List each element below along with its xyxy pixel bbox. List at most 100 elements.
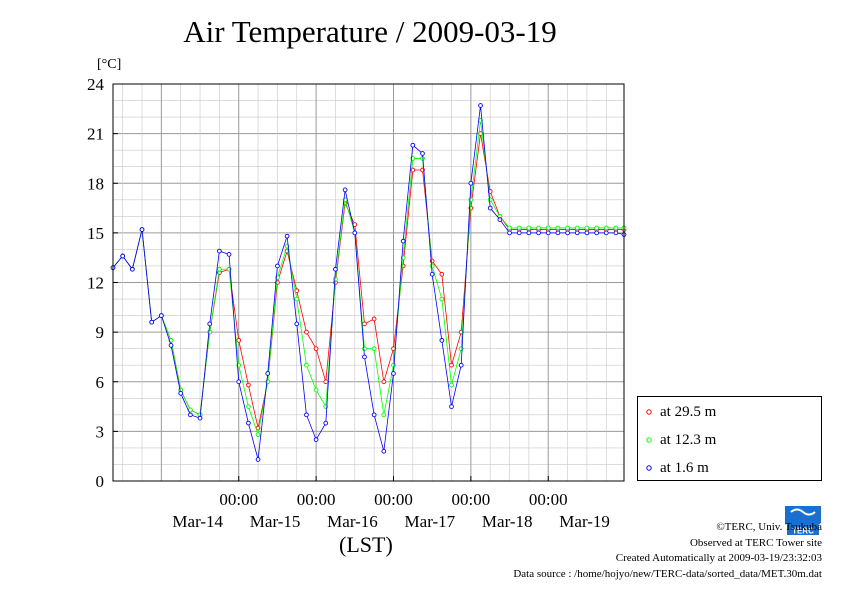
data-point <box>545 225 551 231</box>
data-point <box>526 230 532 236</box>
data-point <box>139 227 145 232</box>
data-point <box>439 271 445 277</box>
data-point <box>381 412 387 418</box>
x-tick-time-label: 00:00 <box>219 490 258 509</box>
data-point <box>613 225 619 231</box>
data-point <box>555 225 561 231</box>
data-point <box>246 404 251 409</box>
legend: at 29.5 m at 12.3 m at 1.6 m <box>637 396 822 481</box>
y-tick-label: 24 <box>87 75 105 94</box>
data-point <box>313 387 319 393</box>
data-point <box>391 371 396 376</box>
y-tick-label: 15 <box>87 224 104 243</box>
x-tick-date-label: Mar-16 <box>327 512 378 531</box>
data-point <box>603 230 609 236</box>
data-point <box>362 321 367 327</box>
data-point <box>516 225 522 231</box>
legend-label-12-3m: at 12.3 m <box>660 431 717 448</box>
footer-created: Created Automatically at 2009-03-19/23:3… <box>615 552 822 564</box>
y-tick-label: 0 <box>96 472 105 491</box>
footer: ©TERC, Univ. Tsukuba Observed at TERC To… <box>513 520 822 582</box>
x-tick-time-label: 00:00 <box>297 490 336 509</box>
data-point <box>420 151 425 156</box>
data-point <box>284 233 290 239</box>
data-point <box>265 371 271 376</box>
data-point <box>594 225 599 231</box>
data-point <box>429 271 435 277</box>
data-point <box>323 420 329 426</box>
data-point <box>236 338 242 343</box>
x-tick-date-label: Mar-15 <box>250 512 301 531</box>
data-point <box>371 346 377 352</box>
data-point <box>323 379 329 385</box>
y-tick-label: 12 <box>87 274 104 293</box>
data-point <box>129 266 135 272</box>
data-point <box>584 225 590 231</box>
data-point <box>188 412 193 418</box>
data-point <box>565 230 570 236</box>
x-tick-date-label: Mar-17 <box>405 512 456 531</box>
chart-title: Air Temperature / 2009-03-19 <box>183 14 557 49</box>
data-point <box>391 362 396 368</box>
data-point <box>352 230 358 236</box>
data-point <box>236 379 242 385</box>
data-point <box>545 230 551 236</box>
series-lines <box>110 103 627 462</box>
data-point <box>294 321 300 327</box>
x-tick-date-label: Mar-18 <box>482 512 533 531</box>
terc-logo-icon: TERC <box>785 506 821 536</box>
data-point <box>497 217 503 222</box>
data-point <box>516 230 522 236</box>
data-point <box>487 197 493 203</box>
data-point <box>507 230 512 236</box>
data-point <box>246 420 251 426</box>
grid-lines <box>113 84 624 481</box>
data-point <box>275 263 280 269</box>
data-point <box>246 382 251 388</box>
legend-marker-29-5m <box>646 409 652 415</box>
y-axis-unit-label: [°C] <box>97 57 122 72</box>
data-point <box>168 343 174 348</box>
y-tick-label: 9 <box>96 323 105 342</box>
data-point <box>468 180 474 186</box>
footer-observed: Observed at TERC Tower site <box>689 536 822 549</box>
series-line <box>112 133 624 429</box>
legend-item-29-5m: at 29.5 m <box>644 402 716 422</box>
data-point <box>487 205 493 211</box>
data-point <box>304 362 309 368</box>
data-point <box>526 225 532 231</box>
data-point <box>574 225 580 231</box>
x-tick-time-label: 00:00 <box>529 490 568 509</box>
data-point <box>333 266 338 272</box>
footer-source: Data source : /home/hojyo/new/TERC-data/… <box>513 567 822 580</box>
data-point <box>342 187 348 193</box>
legend-marker-12-3m <box>646 437 652 443</box>
x-tick-date-label: Mar-14 <box>172 512 223 531</box>
footer-copyright: ©TERC, Univ. Tsukuba <box>716 521 822 533</box>
x-tick-time-label: 00:00 <box>451 490 490 509</box>
legend-marker-1-6m <box>646 465 652 471</box>
legend-item-1-6m: at 1.6 m <box>644 458 709 478</box>
logo-text: TERC <box>792 527 814 536</box>
data-point <box>178 390 184 396</box>
legend-label-29-5m: at 29.5 m <box>660 403 717 420</box>
data-point <box>381 448 387 454</box>
data-point <box>478 103 483 108</box>
y-tick-label: 21 <box>87 125 104 144</box>
y-tick-label: 3 <box>96 422 105 441</box>
data-point <box>381 379 387 385</box>
data-point <box>226 252 232 257</box>
data-point <box>304 329 309 335</box>
data-point <box>217 248 222 254</box>
data-point <box>613 230 619 236</box>
data-point <box>439 296 445 302</box>
data-point <box>555 230 561 236</box>
data-point <box>429 263 435 269</box>
data-point <box>371 316 377 322</box>
y-tick-label: 18 <box>87 174 104 193</box>
data-point <box>584 230 590 236</box>
data-point <box>410 142 416 148</box>
data-point <box>255 457 261 462</box>
data-point <box>507 225 512 231</box>
